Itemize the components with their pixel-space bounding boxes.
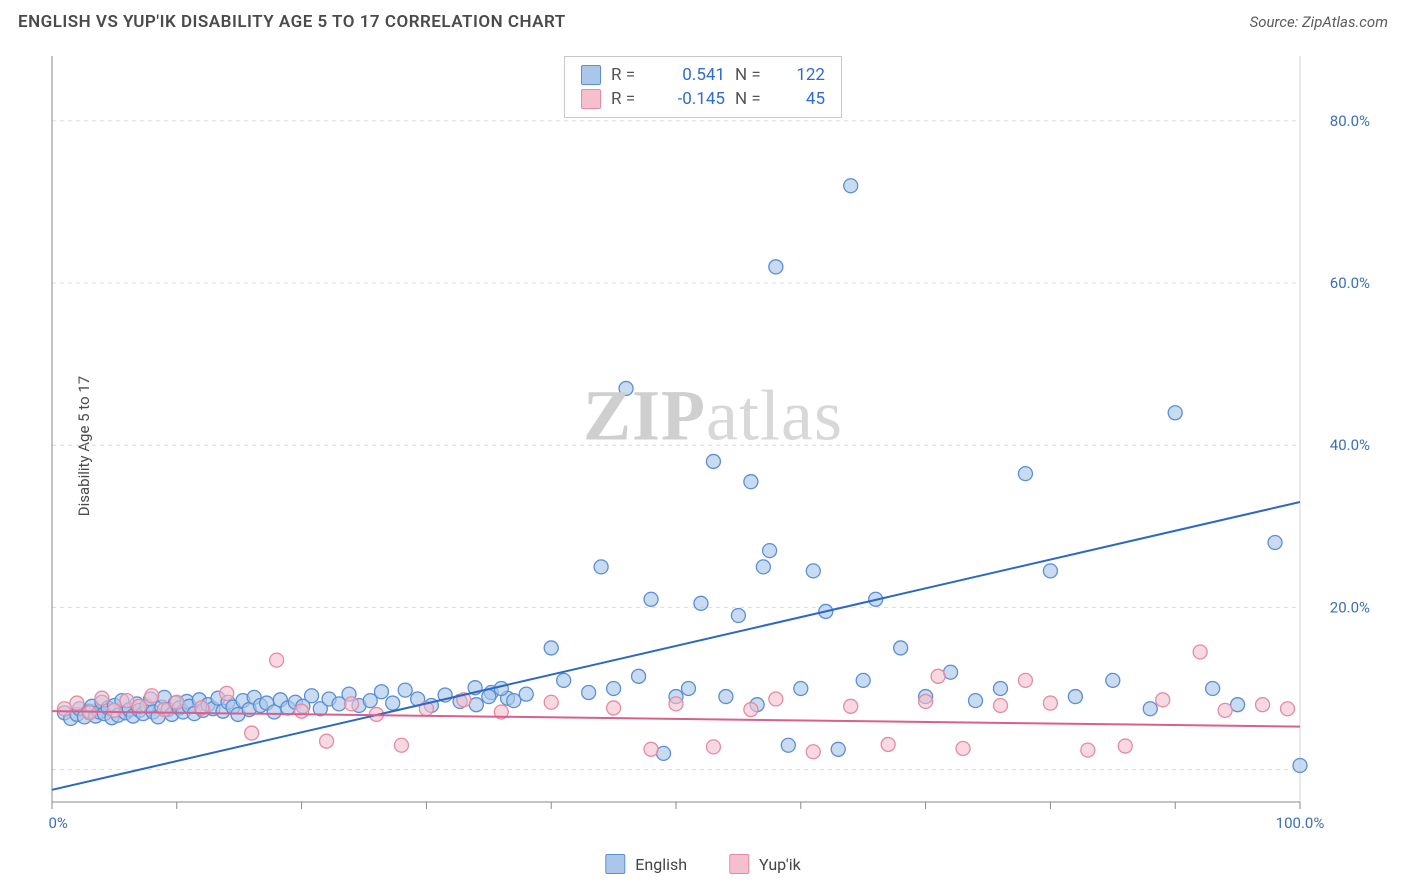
stats-row: R = 0.541 N = 122 <box>581 63 825 87</box>
stats-r-value: 0.541 <box>655 65 725 85</box>
chart-title: ENGLISH VS YUP'IK DISABILITY AGE 5 TO 17… <box>18 12 566 32</box>
svg-text:40.0%: 40.0% <box>1330 436 1370 454</box>
legend-swatch <box>605 854 625 874</box>
legend-item: English <box>605 854 687 874</box>
stats-swatch <box>581 89 601 109</box>
chart-header: ENGLISH VS YUP'IK DISABILITY AGE 5 TO 17… <box>0 0 1406 40</box>
stats-r-value: -0.145 <box>655 89 725 109</box>
svg-text:60.0%: 60.0% <box>1330 274 1370 292</box>
svg-text:80.0%: 80.0% <box>1330 112 1370 130</box>
series-legend: English Yup'ik <box>605 854 800 874</box>
stats-n-value: 122 <box>779 65 825 85</box>
stats-row: R = -0.145 N = 45 <box>581 87 825 111</box>
stats-n-label: N = <box>735 89 769 109</box>
legend-item: Yup'ik <box>729 854 801 874</box>
stats-n-label: N = <box>735 65 769 85</box>
svg-text:0.0%: 0.0% <box>48 814 68 832</box>
chart-plot-area: ZIPatlas 20.0%40.0%60.0%80.0%0.0%100.0% <box>48 48 1378 832</box>
svg-text:100.0%: 100.0% <box>1276 814 1325 832</box>
stats-r-label: R = <box>611 89 645 109</box>
stats-n-value: 45 <box>779 89 825 109</box>
source-label: Source: ZipAtlas.com <box>1250 13 1388 31</box>
stats-swatch <box>581 65 601 85</box>
stats-r-label: R = <box>611 65 645 85</box>
svg-text:20.0%: 20.0% <box>1330 598 1370 616</box>
legend-label: Yup'ik <box>759 855 801 874</box>
legend-label: English <box>635 855 687 874</box>
scatter-chart-svg: 20.0% 40.0% 60.0% 80.0% 0.0% 100.0% <box>48 48 1378 832</box>
correlation-stats-box: R = 0.541 N = 122 R = -0.145 N = 45 <box>564 56 842 118</box>
legend-swatch <box>729 854 749 874</box>
